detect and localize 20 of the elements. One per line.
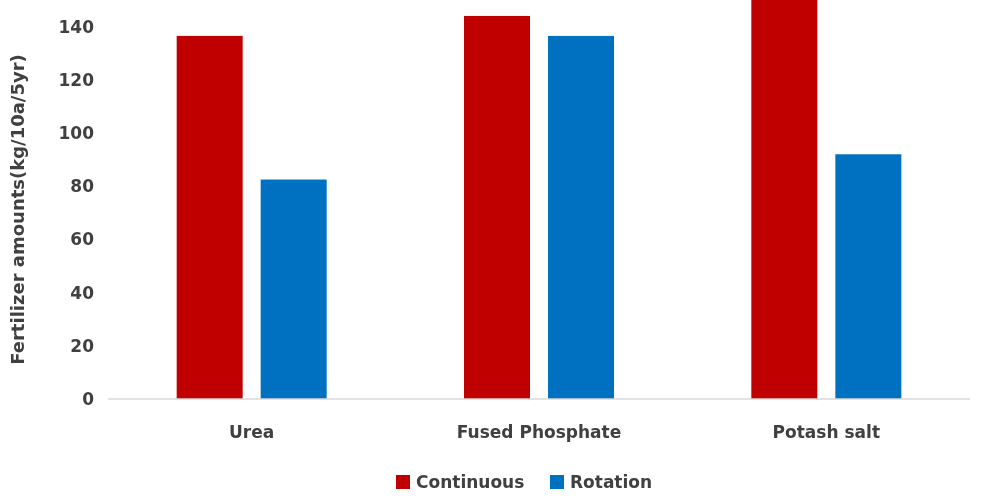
y-tick-label: 60 bbox=[70, 229, 95, 250]
x-tick-label: Urea bbox=[229, 422, 275, 442]
x-tick-label: Potash salt bbox=[772, 422, 881, 442]
y-tick-label: 40 bbox=[70, 282, 95, 303]
legend-label: Rotation bbox=[570, 471, 653, 492]
y-tick-label: 140 bbox=[58, 16, 95, 37]
bar bbox=[751, 0, 818, 399]
y-tick-label: 80 bbox=[70, 176, 95, 197]
bar bbox=[464, 15, 530, 399]
bar bbox=[835, 154, 902, 399]
y-tick-label: 20 bbox=[70, 335, 95, 356]
bar bbox=[548, 35, 614, 399]
y-tick-label: 120 bbox=[58, 69, 95, 90]
bar bbox=[260, 179, 327, 399]
legend-label: Continuous bbox=[416, 471, 525, 492]
y-axis-title: Fertilizer amounts(kg/10a/5yr) bbox=[7, 54, 28, 365]
y-tick-label: 100 bbox=[58, 122, 95, 143]
y-tick-label: 0 bbox=[82, 388, 95, 409]
bar bbox=[176, 35, 243, 399]
x-tick-label: Fused Phosphate bbox=[456, 422, 622, 442]
